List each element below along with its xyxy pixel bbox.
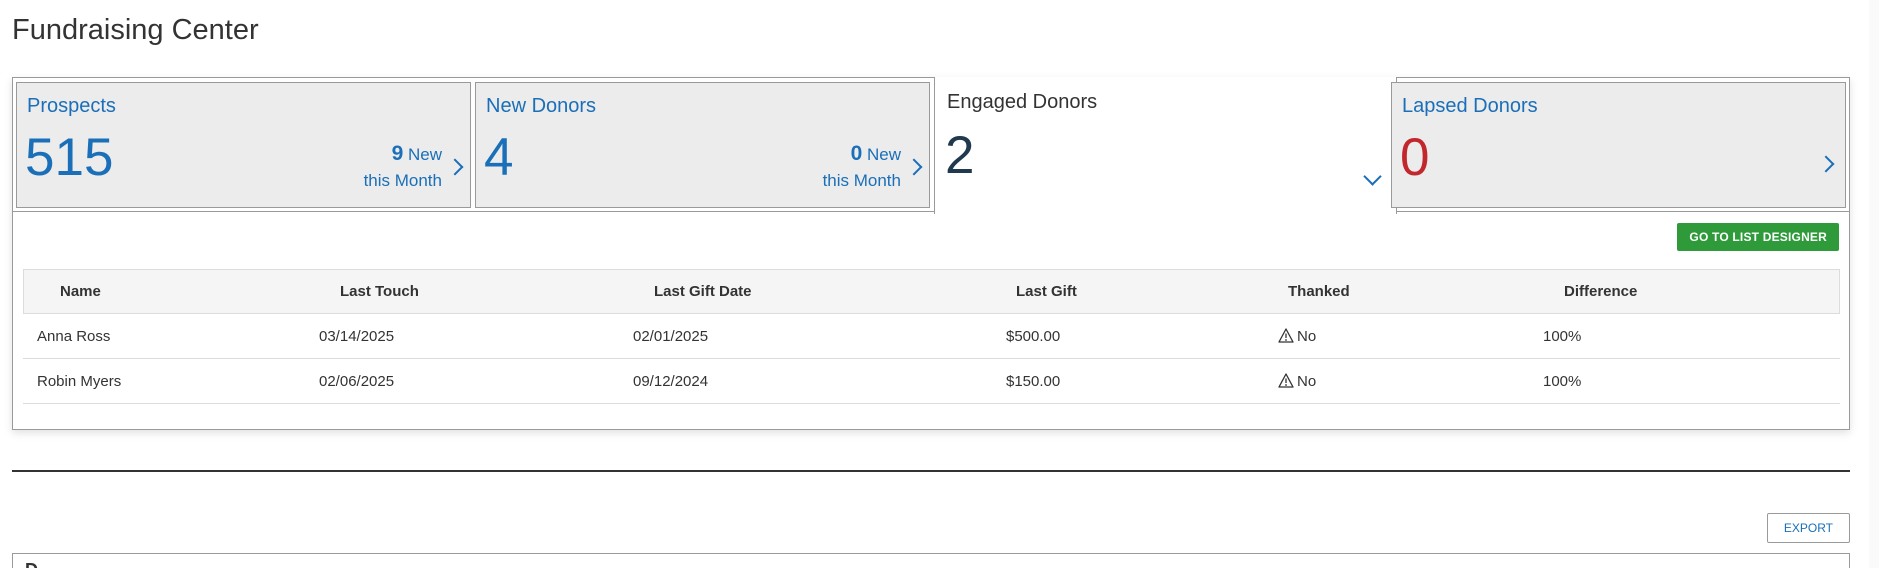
- column-header-last-touch[interactable]: Last Touch: [340, 283, 419, 300]
- cell-last-touch: 03/14/2025: [319, 328, 395, 345]
- tab-new-donors-new-this-month: 0 New this Month: [823, 141, 901, 194]
- warning-triangle-icon: [1278, 328, 1294, 343]
- chevron-right-icon: [446, 158, 464, 176]
- cell-thanked: No: [1278, 373, 1316, 390]
- chevron-right-icon: [905, 158, 923, 176]
- cell-last-gift: $500.00: [1006, 328, 1061, 345]
- tab-lapsed-donors-label: Lapsed Donors: [1402, 95, 1538, 117]
- tab-prospects-label: Prospects: [27, 95, 116, 117]
- column-header-last-gift[interactable]: Last Gift: [1016, 283, 1077, 300]
- tab-prospects-count: 515: [25, 128, 114, 187]
- tab-new-donors-new-count: 0: [850, 142, 863, 165]
- tab-new-donors[interactable]: New Donors 4 0 New this Month: [475, 82, 930, 208]
- tab-new-donors-count: 4: [484, 128, 514, 187]
- cell-last-touch: 02/06/2025: [319, 373, 395, 390]
- column-header-last-gift-date[interactable]: Last Gift Date: [654, 283, 752, 300]
- go-to-list-designer-button[interactable]: GO TO LIST DESIGNER: [1677, 223, 1839, 251]
- page-title: Fundraising Center: [12, 14, 259, 46]
- chevron-down-icon: [1363, 167, 1382, 186]
- warning-triangle-icon: [1278, 373, 1294, 388]
- cell-thanked-value: No: [1297, 328, 1317, 345]
- next-section-title: D: [25, 560, 38, 568]
- cell-thanked-value: No: [1297, 373, 1317, 390]
- tab-prospects[interactable]: Prospects 515 9 New this Month: [16, 82, 471, 208]
- cell-name[interactable]: Anna Ross: [37, 328, 111, 345]
- table-header: Name Last Touch Last Gift Date Last Gift…: [23, 269, 1840, 314]
- tab-engaged-donors-label: Engaged Donors: [947, 91, 1098, 113]
- section-divider: [12, 470, 1850, 472]
- cell-difference: 100%: [1543, 373, 1582, 390]
- tab-prospects-new-this-month: 9 New this Month: [364, 141, 442, 194]
- column-header-name[interactable]: Name: [60, 283, 101, 300]
- column-header-thanked[interactable]: Thanked: [1288, 283, 1350, 300]
- tab-prospects-new-word: New: [407, 145, 442, 164]
- engaged-donors-table: Name Last Touch Last Gift Date Last Gift…: [23, 269, 1840, 404]
- cell-last-gift: $150.00: [1006, 373, 1061, 390]
- tab-prospects-new-count: 9: [391, 142, 404, 165]
- cell-difference: 100%: [1543, 328, 1582, 345]
- export-button[interactable]: EXPORT: [1766, 513, 1850, 543]
- tab-prospects-new-suffix: this Month: [363, 171, 442, 190]
- tab-engaged-donors[interactable]: Engaged Donors 2: [934, 77, 1397, 214]
- window-scroll-edge: [1869, 0, 1879, 568]
- tab-new-donors-new-suffix: this Month: [822, 171, 901, 190]
- donor-tabs-row: Prospects 515 9 New this Month New Donor…: [13, 77, 1849, 214]
- table-row[interactable]: Anna Ross 03/14/2025 02/01/2025 $500.00 …: [23, 314, 1840, 359]
- chevron-right-icon: [1817, 155, 1835, 173]
- table-row[interactable]: Robin Myers 02/06/2025 09/12/2024 $150.0…: [23, 359, 1840, 404]
- cell-last-gift-date: 02/01/2025: [633, 328, 709, 345]
- column-header-difference[interactable]: Difference: [1564, 283, 1638, 300]
- next-section-panel: D: [12, 553, 1850, 568]
- cell-last-gift-date: 09/12/2024: [633, 373, 709, 390]
- cell-name[interactable]: Robin Myers: [37, 373, 122, 390]
- tab-new-donors-label: New Donors: [486, 95, 597, 117]
- tab-new-donors-new-word: New: [866, 145, 901, 164]
- donor-tabs-container: Prospects 515 9 New this Month New Donor…: [12, 77, 1850, 430]
- tab-lapsed-donors[interactable]: Lapsed Donors 0: [1391, 82, 1846, 208]
- cell-thanked: No: [1278, 328, 1316, 345]
- tab-engaged-donors-count: 2: [945, 126, 975, 185]
- tab-lapsed-donors-count: 0: [1400, 128, 1430, 187]
